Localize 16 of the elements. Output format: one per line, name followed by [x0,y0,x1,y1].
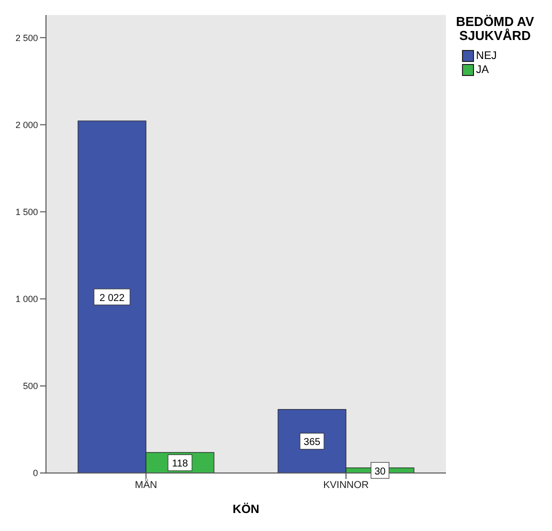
y-tick-label: 1 500 [15,206,38,217]
y-tick-label: 1 000 [15,294,38,304]
y-tick-label: 2 500 [15,32,38,43]
legend-label: NEJ [475,49,498,63]
data-label: 30 [374,466,386,478]
data-label: 365 [304,437,321,448]
y-tick-label: 2 000 [15,120,38,130]
x-tick-label: MÄN [134,479,158,492]
y-tick-label: 0 [32,468,38,478]
y-tick-label: 500 [22,381,38,392]
legend-title: BEDÖMD AV SJUKVÅRD [455,14,535,43]
x-tick-label: KVINNOR [323,480,369,492]
data-label: 118 [172,458,188,470]
x-axis-title: KÖN [232,502,260,516]
legend-label: JA [475,63,490,77]
data-label: 2 022 [99,292,125,304]
